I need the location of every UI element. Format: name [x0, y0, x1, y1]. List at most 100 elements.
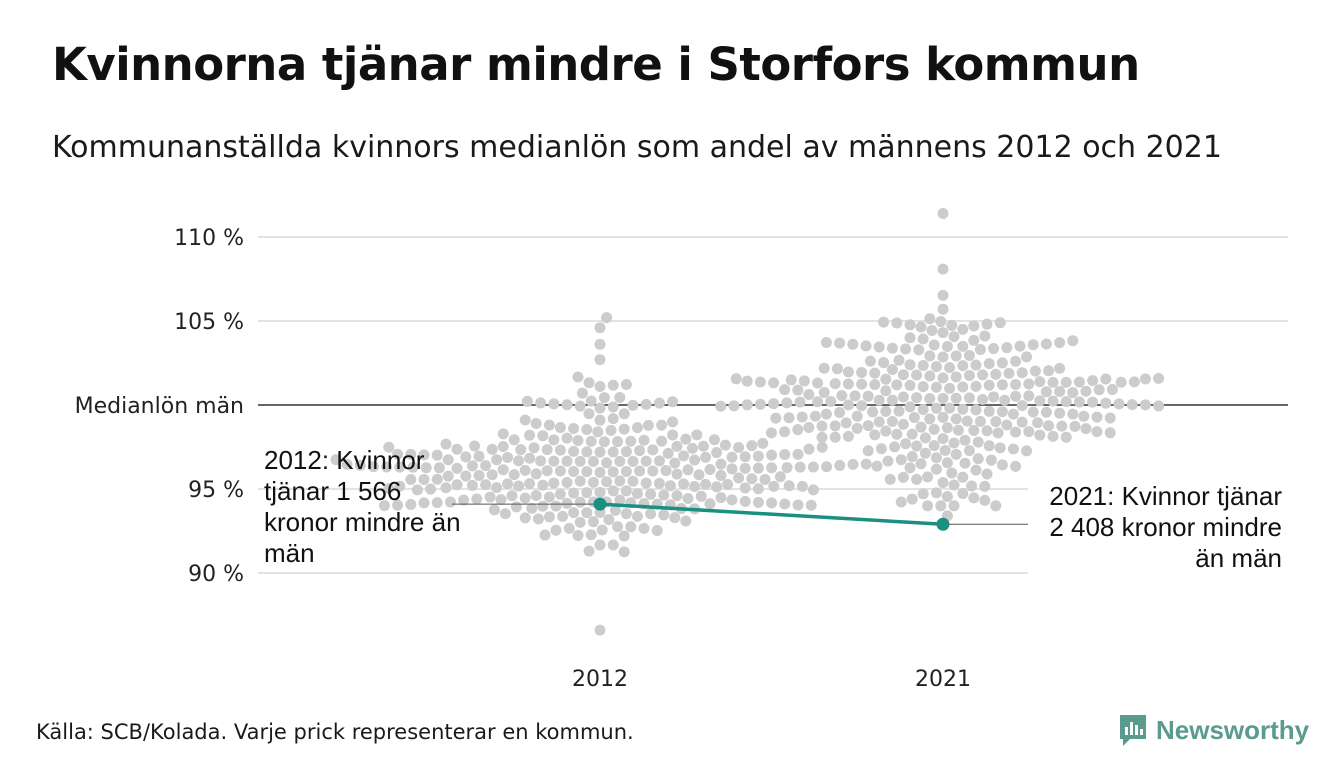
dot-2012 — [607, 379, 619, 391]
dot-2012 — [572, 530, 584, 542]
dot-2012 — [330, 454, 342, 466]
dot-2021 — [862, 420, 874, 432]
dot-2021 — [1054, 407, 1066, 419]
dot-2012 — [634, 465, 646, 477]
dot-2021 — [957, 471, 969, 483]
dot-2012 — [563, 522, 575, 534]
dot-2021 — [994, 317, 1006, 329]
dot-2012 — [497, 428, 509, 440]
dot-2021 — [957, 340, 969, 352]
dot-2021 — [924, 413, 936, 425]
dot-2012 — [537, 430, 549, 442]
dot-2012 — [627, 475, 639, 487]
dot-2012 — [612, 436, 624, 448]
dot-2012 — [625, 435, 637, 447]
chart-subtitle: Kommunanställda kvinnors medianlön som a… — [52, 130, 1222, 165]
dot-2012 — [596, 524, 608, 536]
dot-2012 — [510, 501, 522, 513]
dot-2021 — [1034, 429, 1046, 441]
dot-2021 — [911, 392, 923, 404]
dot-2021 — [715, 400, 727, 412]
dot-2012 — [543, 491, 555, 503]
dot-2012 — [671, 490, 683, 502]
dot-2021 — [864, 355, 876, 367]
x-axis-tick-labels: 2012 2021 — [572, 667, 971, 692]
dot-2012 — [781, 462, 793, 474]
dot-2012 — [513, 455, 525, 467]
dot-2012 — [689, 481, 701, 493]
dot-2012 — [592, 426, 604, 438]
brand-logo[interactable]: Newsworthy — [1118, 712, 1309, 748]
dot-2012 — [847, 458, 859, 470]
dot-2012 — [508, 469, 520, 481]
dot-2021 — [988, 391, 1000, 403]
dot-2021 — [796, 411, 808, 423]
dot-2012 — [444, 496, 456, 508]
dot-2012 — [631, 510, 643, 522]
dot-2012 — [568, 487, 580, 499]
dot-2021 — [869, 379, 881, 391]
dot-2021 — [880, 425, 892, 437]
dot-2021 — [904, 379, 916, 391]
dot-2021 — [1001, 419, 1013, 431]
dot-2012 — [480, 460, 492, 472]
dot-2012 — [653, 455, 665, 467]
dot-2012 — [711, 481, 723, 493]
dot-2012 — [378, 500, 390, 512]
dot-2012 — [746, 473, 758, 485]
dot-2012 — [469, 440, 481, 452]
dot-2012 — [766, 449, 778, 461]
dot-2021 — [919, 432, 931, 444]
dot-2021 — [992, 427, 1004, 439]
dot-2021 — [897, 471, 909, 483]
dot-2021 — [1100, 373, 1112, 385]
dot-2012 — [594, 624, 606, 636]
dot-2012 — [618, 408, 630, 420]
dot-2012 — [607, 401, 619, 413]
dot-2021 — [730, 373, 742, 385]
dot-2021 — [842, 430, 854, 442]
dot-2021 — [950, 448, 962, 460]
dot-2012 — [548, 434, 560, 446]
dot-2021 — [1153, 400, 1165, 412]
dot-2021 — [1016, 400, 1028, 412]
dot-2021 — [979, 330, 991, 342]
y-tick-label-95: 95 % — [188, 478, 244, 503]
dot-2012 — [601, 312, 613, 324]
dot-2012 — [640, 455, 652, 467]
dot-2012 — [515, 444, 527, 456]
dot-2021 — [1016, 416, 1028, 428]
dot-2012 — [627, 399, 639, 411]
dot-2021 — [809, 410, 821, 422]
dot-2012 — [656, 435, 668, 447]
dot-2021 — [1016, 367, 1028, 379]
dot-2012 — [581, 446, 593, 458]
dot-2012 — [554, 488, 566, 500]
dot-2021 — [906, 493, 918, 505]
dot-2021 — [930, 463, 942, 475]
dot-2021 — [961, 415, 973, 427]
dot-2021 — [897, 418, 909, 430]
dot-2012 — [739, 495, 751, 507]
dot-2012 — [682, 464, 694, 476]
dot-2012 — [548, 398, 560, 410]
dot-2021 — [818, 362, 830, 374]
dot-2012 — [537, 500, 549, 512]
dot-2021 — [963, 369, 975, 381]
dot-2012 — [658, 509, 670, 521]
dot-2021 — [977, 369, 989, 381]
dot-2021 — [1047, 376, 1059, 388]
dot-2012 — [695, 490, 707, 502]
dot-2021 — [970, 404, 982, 416]
dot-2021 — [1060, 376, 1072, 388]
dot-2012 — [678, 450, 690, 462]
dot-2021 — [924, 313, 936, 325]
dot-2021 — [794, 396, 806, 408]
dot-2021 — [959, 457, 971, 469]
dot-2021 — [970, 380, 982, 392]
dot-2021 — [1010, 390, 1022, 402]
dot-2012 — [576, 387, 588, 399]
dot-2021 — [913, 344, 925, 356]
dot-2021 — [957, 381, 969, 393]
dot-2012 — [548, 455, 560, 467]
